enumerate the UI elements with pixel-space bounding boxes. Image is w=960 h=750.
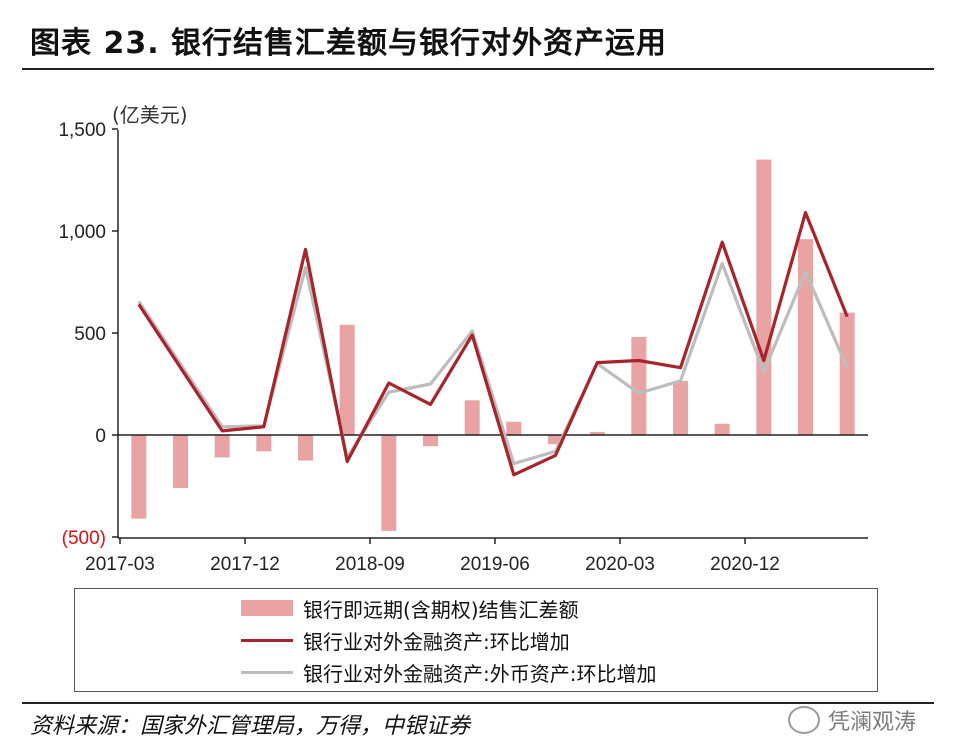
watermark: 凭澜观涛 <box>788 704 916 736</box>
x-tick-label-2017-03: 2017-03 <box>85 554 155 575</box>
line-series <box>137 211 849 477</box>
bar-2017-09 <box>214 435 230 458</box>
footer-divider <box>22 702 934 704</box>
legend-swatch-red-line <box>241 638 293 642</box>
x-tick-label-2020-12: 2020-12 <box>710 554 780 575</box>
bar-2018-03 <box>298 435 313 461</box>
legend: 银行即远期(含期权)结售汇差额 银行业对外金融资产:环比增加 银行业对外金融资产… <box>74 588 878 692</box>
bar-2020-09 <box>714 423 730 435</box>
bar-2020-06 <box>673 380 688 435</box>
x-tick-label-2019-06: 2019-06 <box>460 554 530 575</box>
legend-item-total: 银行业对外金融资产:环比增加 <box>241 627 570 654</box>
source-note: 资料来源：国家外汇管理局，万得，中银证券 <box>30 714 471 739</box>
legend-item-fx: 银行业对外金融资产:外币资产:环比增加 <box>241 659 657 686</box>
y-tick-label-0: 0 <box>95 426 106 447</box>
bar-2018-06 <box>339 324 355 435</box>
bar-2021-03 <box>798 239 813 435</box>
y-tick-label--500: (500) <box>62 528 106 549</box>
bar-2019-12 <box>589 431 605 435</box>
bar-2017-06 <box>173 435 188 489</box>
legend-swatch-bar <box>241 600 293 616</box>
legend-item-bars: 银行即远期(含期权)结售汇差额 <box>241 595 579 622</box>
bar-2021-06 <box>839 312 855 435</box>
y-tick-label-500: 500 <box>74 324 106 345</box>
axis-labels: 1,500 1,000 500 0 (500) (亿美元) 2017-03 2017-12 20… <box>58 103 779 575</box>
bar-2019-03 <box>464 400 480 435</box>
bar-2017-12 <box>256 435 272 452</box>
bar-series <box>131 159 855 531</box>
chart-svg: 1,500 1,000 500 0 (500) (亿美元) 2017-03 2017-12 20… <box>58 103 868 575</box>
bar-2020-03 <box>631 337 647 435</box>
y-tick-label-1500: 1,500 <box>58 120 106 141</box>
y-tick-label-1000: 1,000 <box>58 222 106 243</box>
x-tick-label-2017-12: 2017-12 <box>210 554 280 575</box>
x-tick-label-2018-09: 2018-09 <box>335 554 405 575</box>
bar-2020-12 <box>756 159 772 435</box>
x-tick-label-2020-03: 2020-03 <box>585 554 655 575</box>
wechat-icon <box>788 706 820 734</box>
bar-2019-09 <box>548 435 563 445</box>
title-divider <box>22 68 934 70</box>
legend-label-bars: 银行即远期(含期权)结售汇差额 <box>303 597 579 622</box>
axes <box>112 128 868 544</box>
y-unit-label: (亿美元) <box>112 103 188 127</box>
legend-swatch-grey-line <box>241 670 293 674</box>
watermark-text: 凭澜观涛 <box>828 710 917 735</box>
chart-title: 图表 23. 银行结售汇差额与银行对外资产运用 <box>30 26 668 61</box>
legend-label-fx: 银行业对外金融资产:外币资产:环比增加 <box>303 661 657 686</box>
bar-2018-12 <box>423 435 438 447</box>
legend-label-total: 银行业对外金融资产:环比增加 <box>303 629 570 654</box>
bar-2018-09 <box>381 435 397 531</box>
bar-2017-03 <box>131 435 147 519</box>
bar-2019-06 <box>506 421 522 435</box>
